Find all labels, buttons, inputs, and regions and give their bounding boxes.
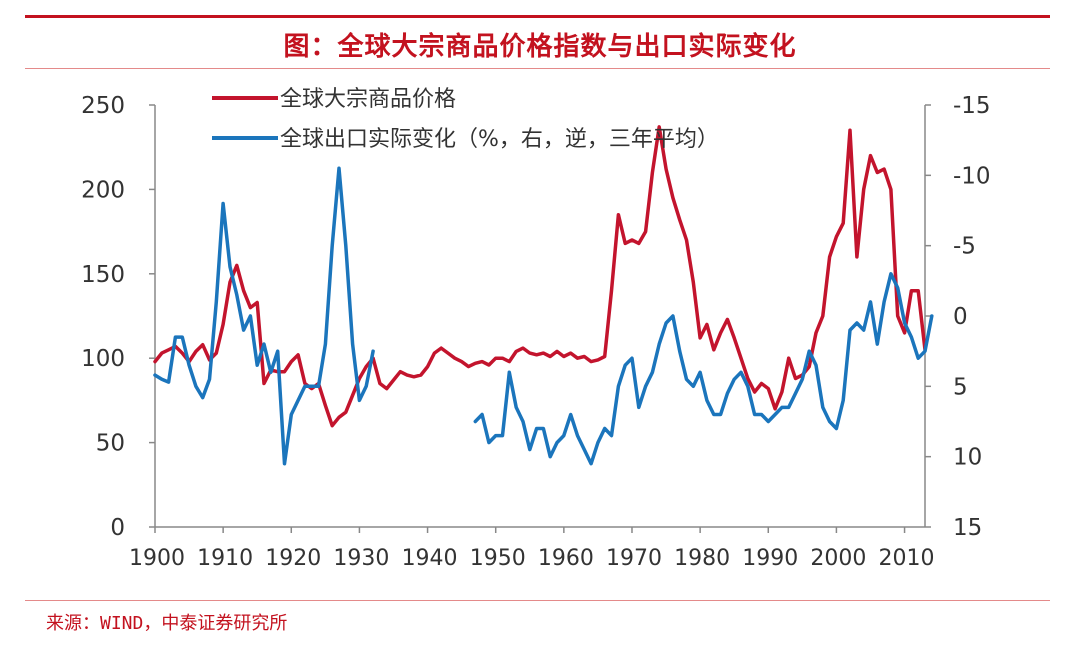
commodity-price-line (153, 125, 927, 428)
left-tick-label: 100 (81, 346, 125, 372)
legend-label: 全球大宗商品价格 (280, 87, 456, 112)
right-tick-label: -5 (953, 234, 976, 260)
x-tick-label: 1940 (402, 546, 458, 571)
right-tick-label: 0 (953, 304, 968, 330)
left-tick-label: 0 (110, 515, 125, 541)
x-tick-label: 1990 (742, 546, 798, 571)
x-tick-label: 1930 (333, 546, 389, 571)
x-tick-label: 1900 (129, 546, 185, 571)
x-tick-label: 1950 (470, 546, 526, 571)
right-tick-label: -10 (953, 163, 991, 189)
x-tick-label: 1970 (606, 546, 662, 571)
source-note: 来源：WIND，中泰证券研究所 (46, 613, 288, 634)
top-rule (25, 15, 1050, 18)
left-tick-label: 50 (96, 431, 125, 457)
bottom-rule (25, 600, 1050, 601)
right-tick-label: -15 (953, 93, 991, 119)
x-tick-label: 1920 (265, 546, 321, 571)
right-tick-label: 5 (953, 374, 968, 400)
right-tick-label: 10 (953, 445, 982, 471)
left-tick-label: 200 (81, 177, 125, 203)
legend-label: 全球出口实际变化（%，右，逆，三年平均） (280, 127, 719, 152)
export-change-line-segment-2 (473, 272, 934, 466)
x-tick-label: 2010 (879, 546, 935, 571)
x-tick-label: 1980 (674, 546, 730, 571)
series-layer (153, 125, 934, 466)
right-tick-label: 15 (953, 515, 982, 541)
title-rule (25, 68, 1050, 69)
x-tick-label: 2000 (810, 546, 866, 571)
left-tick-label: 250 (81, 93, 125, 119)
export-change-line-segment-1 (153, 166, 375, 466)
x-tick-label: 1910 (197, 546, 253, 571)
x-tick-label: 1960 (538, 546, 594, 571)
left-tick-label: 150 (81, 262, 125, 288)
page-title: 图：全球大宗商品价格指数与出口实际变化 (283, 32, 797, 62)
